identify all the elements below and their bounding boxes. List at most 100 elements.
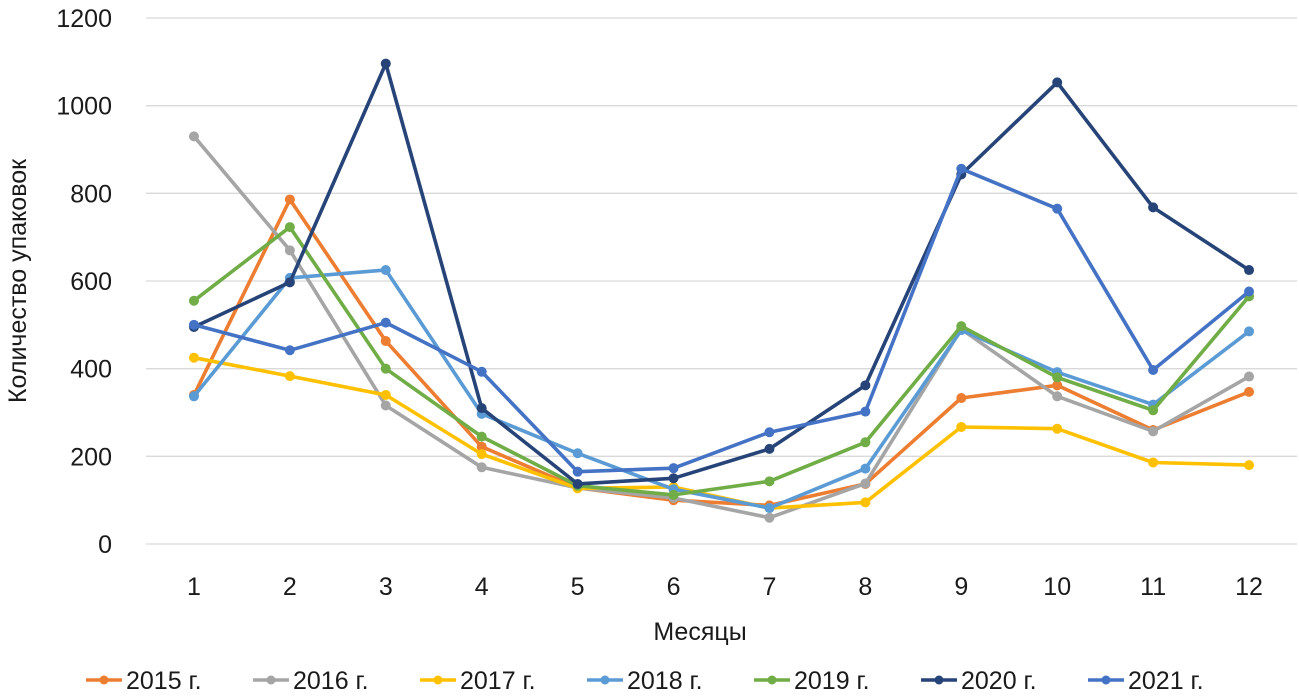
legend-dot-marker bbox=[266, 675, 276, 685]
data-point bbox=[668, 463, 679, 474]
data-point bbox=[476, 431, 487, 442]
data-point bbox=[1244, 371, 1255, 382]
x-tick-label: 12 bbox=[1235, 573, 1263, 601]
data-point bbox=[1244, 265, 1255, 276]
data-point bbox=[860, 478, 871, 489]
y-tick-label: 200 bbox=[70, 443, 112, 471]
data-point bbox=[380, 336, 391, 347]
data-point bbox=[956, 163, 967, 174]
data-point bbox=[1244, 286, 1255, 297]
legend-label: 2015 г. bbox=[126, 667, 202, 695]
data-point bbox=[1052, 372, 1063, 383]
data-point bbox=[1148, 457, 1159, 468]
data-point bbox=[764, 443, 775, 454]
x-tick-label: 9 bbox=[954, 573, 968, 601]
legend-dot-marker bbox=[767, 675, 777, 685]
data-point bbox=[284, 222, 295, 233]
series-line bbox=[193, 167, 1251, 474]
legend: 2015 г. 2016 г. 2017 г. 2018 г. 2019 г. 2020 … bbox=[86, 667, 1204, 695]
y-axis-title: Количество упаковок bbox=[4, 158, 32, 403]
x-tick-label: 10 bbox=[1043, 573, 1071, 601]
series-2021г bbox=[188, 163, 1255, 477]
legend-label: 2020 г. bbox=[961, 667, 1037, 695]
legend-label: 2018 г. bbox=[627, 667, 703, 695]
series-2015г bbox=[188, 194, 1255, 511]
y-tick-label: 1000 bbox=[56, 93, 112, 121]
x-tick-label: 1 bbox=[187, 573, 201, 601]
x-tick-label: 6 bbox=[667, 573, 681, 601]
x-tick-label: 11 bbox=[1140, 573, 1166, 601]
data-point bbox=[284, 371, 295, 382]
data-point bbox=[1244, 326, 1255, 337]
data-point bbox=[860, 463, 871, 474]
x-tick-label: 2 bbox=[283, 573, 297, 601]
data-point bbox=[380, 265, 391, 276]
y-axis-ticks: 0 200 400 600 800 1000 1200 bbox=[56, 5, 112, 559]
y-tick-label: 0 bbox=[98, 531, 112, 559]
x-tick-label: 5 bbox=[571, 573, 585, 601]
x-tick-label: 3 bbox=[379, 573, 393, 601]
series-line bbox=[192, 268, 1251, 510]
series-lines bbox=[188, 58, 1255, 523]
data-point bbox=[668, 489, 679, 500]
legend-dot-marker bbox=[600, 675, 610, 685]
data-point bbox=[1052, 77, 1063, 88]
legend-item: 2018 г. bbox=[587, 667, 703, 695]
legend-item: 2017 г. bbox=[420, 667, 536, 695]
x-tick-label: 4 bbox=[475, 573, 489, 601]
data-point bbox=[380, 317, 391, 328]
series-line bbox=[193, 355, 1250, 510]
gridlines bbox=[146, 17, 1297, 545]
data-point bbox=[1244, 386, 1255, 397]
series-2019г bbox=[188, 222, 1255, 500]
y-tick-label: 400 bbox=[70, 356, 112, 384]
data-point bbox=[188, 391, 199, 402]
data-point bbox=[572, 448, 583, 459]
legend-item: 2019 г. bbox=[754, 667, 870, 695]
data-point bbox=[860, 406, 871, 417]
legend-dot-marker bbox=[934, 675, 944, 685]
data-point bbox=[380, 400, 391, 411]
data-point bbox=[572, 466, 583, 477]
data-point bbox=[1148, 405, 1159, 416]
data-point bbox=[476, 441, 487, 452]
data-point bbox=[1148, 426, 1159, 437]
data-point bbox=[764, 512, 775, 523]
data-point bbox=[380, 58, 391, 69]
data-point bbox=[188, 319, 199, 330]
data-point bbox=[956, 421, 967, 432]
data-point bbox=[380, 363, 391, 374]
y-tick-label: 1200 bbox=[56, 5, 112, 33]
data-point bbox=[1148, 202, 1159, 213]
legend-label: 2016 г. bbox=[293, 667, 369, 695]
data-point bbox=[284, 277, 295, 288]
data-point bbox=[1052, 391, 1063, 402]
data-point bbox=[668, 473, 679, 484]
legend-dot-marker bbox=[99, 675, 109, 685]
data-point bbox=[476, 366, 487, 377]
x-tick-label: 8 bbox=[858, 573, 872, 601]
data-point bbox=[572, 478, 583, 489]
data-point bbox=[476, 403, 487, 414]
y-tick-label: 600 bbox=[70, 268, 112, 296]
data-point bbox=[956, 393, 967, 404]
x-axis-ticks: 1 2 3 4 5 6 7 8 9 10 11 12 bbox=[187, 573, 1263, 601]
data-point bbox=[764, 476, 775, 487]
legend-item: 2020 г. bbox=[921, 667, 1037, 695]
data-point bbox=[860, 497, 871, 508]
data-point bbox=[380, 389, 391, 400]
series-2020г bbox=[188, 58, 1255, 489]
series-line bbox=[192, 225, 1251, 497]
x-tick-label: 7 bbox=[763, 573, 777, 601]
data-point bbox=[188, 295, 199, 306]
x-axis-title: Месяцы bbox=[653, 618, 746, 646]
data-point bbox=[284, 194, 295, 205]
data-point bbox=[188, 131, 199, 142]
data-point bbox=[860, 380, 871, 391]
data-point bbox=[1244, 460, 1255, 471]
legend-dot-marker bbox=[1101, 675, 1111, 685]
data-point bbox=[1052, 203, 1063, 214]
data-point bbox=[1052, 380, 1063, 391]
data-point bbox=[284, 245, 295, 256]
series-line bbox=[192, 197, 1250, 508]
